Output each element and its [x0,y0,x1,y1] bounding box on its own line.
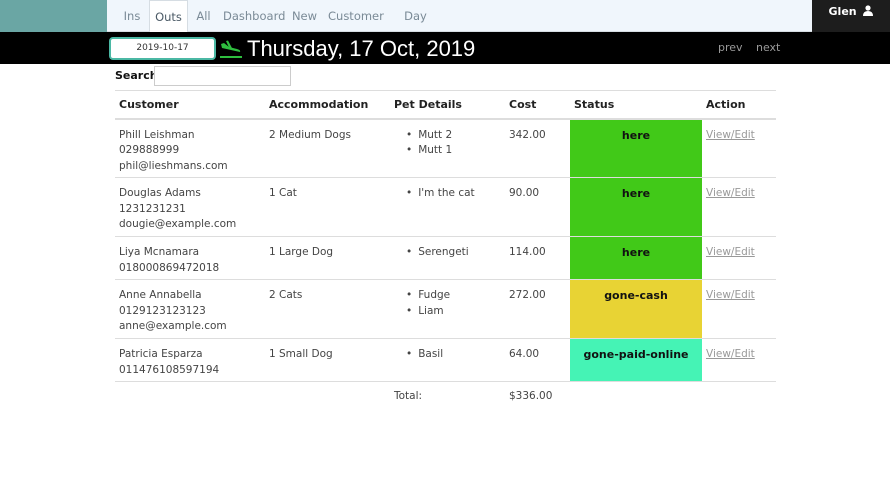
search-input[interactable] [154,66,291,86]
customer-email: anne@example.com [119,320,227,332]
accommodation-cell: 1 Cat [265,177,390,237]
total-label: Total: [390,381,505,410]
status-badge: gone-cash [570,279,702,339]
accommodation-cell: 1 Small Dog [265,338,390,382]
action-cell: View/Edit [702,118,776,178]
customer-email: phil@lieshmans.com [119,159,228,172]
view-edit-link[interactable]: View/Edit [706,246,755,258]
cost-cell: 64.00 [505,338,570,382]
action-cell: View/Edit [702,279,776,339]
tab-all[interactable]: All [196,9,211,23]
customer-name: Liya Mcnamara [119,246,200,258]
view-edit-link[interactable]: View/Edit [706,128,755,141]
pet-details-cell: Serengeti [390,236,505,280]
status-badge: here [570,177,702,237]
cost-cell: 114.00 [505,236,570,280]
user-name: Glen [828,5,857,18]
header-accommodation: Accommodation [265,90,390,120]
action-cell: View/Edit [702,338,776,382]
customer-cell: Liya Mcnamara 018000869472018 [115,236,265,280]
pet-name: Mutt 1 [406,143,501,159]
pet-details-cell: Basil [390,338,505,382]
pet-name: Basil [406,347,501,363]
plane-landing-icon [220,40,242,58]
customer-cell: Patricia Esparza 011476108597194 [115,338,265,382]
header-cost: Cost [505,90,570,120]
customer-phone: 029888999 [119,144,180,156]
table-row: Anne Annabella 0129123123123 anne@example.… [115,279,776,339]
status-badge: gone-paid-online [570,338,702,382]
header-customer: Customer [115,90,265,120]
total-row: Total: $336.00 [115,381,776,410]
tab-ins[interactable]: Ins [123,9,141,23]
search-label: Search: [115,69,162,82]
tab-customer[interactable]: Customer [328,9,384,23]
pet-name: Liam [406,304,501,320]
pet-name: Serengeti [406,245,501,261]
pet-details-cell: FudgeLiam [390,279,505,339]
customer-name: Anne Annabella [119,289,202,301]
table-row: Patricia Esparza 011476108597194 1 Small … [115,338,776,382]
customer-phone: 0129123123123 [119,304,206,317]
cost-cell: 90.00 [505,177,570,237]
next-link[interactable]: next [756,41,781,54]
bookings-table: Customer Accommodation Pet Details Cost … [115,90,776,410]
tab-outs[interactable]: Outs [149,0,188,32]
user-icon [863,5,874,16]
action-cell: View/Edit [702,177,776,237]
accommodation-cell: 1 Large Dog [265,236,390,280]
nav-tabs: Ins Outs All Dashboard New Customer Day … [107,0,812,55]
page-title: Thursday, 17 Oct, 2019 [247,36,476,61]
header-pet-details: Pet Details [390,90,505,120]
cost-cell: 272.00 [505,279,570,339]
table-row: Liya Mcnamara 018000869472018 1 Large Dog… [115,236,776,280]
total-value: $336.00 [505,381,570,410]
customer-phone: 018000869472018 [119,261,220,274]
table-row: Douglas Adams 1231231231 dougie@example.co… [115,177,776,237]
view-edit-link[interactable]: View/Edit [706,187,755,199]
customer-email: dougie@example.com [119,218,237,230]
customer-phone: 1231231231 [119,202,186,215]
action-cell: View/Edit [702,236,776,280]
view-edit-link[interactable]: View/Edit [706,348,755,360]
accommodation-cell: 2 Cats [265,279,390,339]
customer-cell: Phill Leishman 029888999 phil@lieshmans.co… [115,118,265,178]
header-action: Action [702,90,776,120]
tab-dashboard[interactable]: Dashboard [223,9,286,23]
customer-name: Douglas Adams [119,187,201,199]
accommodation-cell: 2 Medium Dogs [265,118,390,178]
tab-day-dogs[interactable]: Day Dogs [401,9,430,55]
prev-link[interactable]: prev [718,41,743,54]
customer-cell: Anne Annabella 0129123123123 anne@example.… [115,279,265,339]
view-edit-link[interactable]: View/Edit [706,289,755,301]
customer-name: Phill Leishman [119,128,195,141]
date-picker-input[interactable]: 2019-10-17 [109,37,216,60]
customer-name: Patricia Esparza [119,348,203,360]
cost-cell: 342.00 [505,118,570,178]
header-status: Status [570,90,702,120]
tab-new[interactable]: New [291,9,318,23]
pet-details-cell: I'm the cat [390,177,505,237]
pet-name: Fudge [406,288,501,304]
customer-phone: 011476108597194 [119,363,220,376]
user-menu[interactable]: Glen [812,0,890,32]
pet-name: I'm the cat [406,186,501,202]
customer-cell: Douglas Adams 1231231231 dougie@example.co… [115,177,265,237]
table-row: Phill Leishman 029888999 phil@lieshmans.co… [115,118,776,178]
pet-details-cell: Mutt 2Mutt 1 [390,118,505,178]
pet-name: Mutt 2 [406,128,501,144]
status-badge: here [570,236,702,280]
status-badge: here [570,118,702,178]
